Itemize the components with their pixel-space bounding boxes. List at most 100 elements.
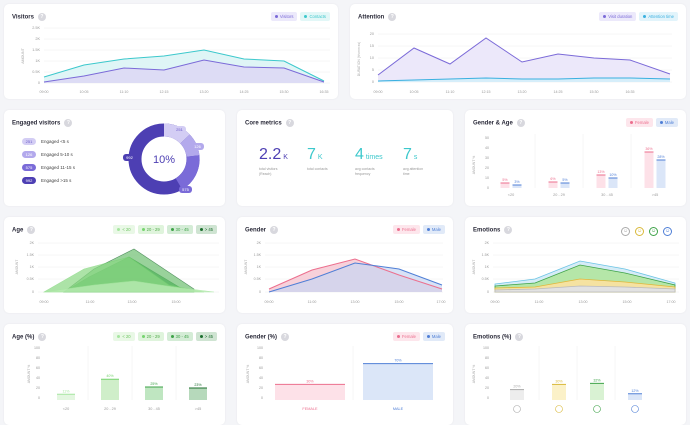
- svg-text:60: 60: [485, 366, 489, 370]
- svg-text:15:00: 15:00: [395, 300, 404, 304]
- legend-female[interactable]: Female: [392, 332, 420, 341]
- duration-area: [378, 38, 670, 82]
- svg-text:1K: 1K: [485, 265, 490, 269]
- age-under-20-area: [43, 280, 215, 293]
- legend-attention-time[interactable]: Attention time: [639, 12, 678, 21]
- bar-label: 12%: [631, 389, 639, 393]
- female-line: [268, 258, 443, 290]
- svg-text:>45: >45: [195, 407, 201, 411]
- svg-text:40: 40: [485, 146, 489, 150]
- svg-text:09:00: 09:00: [374, 90, 383, 94]
- legend-visit-duration[interactable]: Visit duration: [599, 12, 637, 21]
- legend-female[interactable]: Female: [625, 118, 653, 127]
- svg-text:0.5K: 0.5K: [27, 277, 35, 281]
- legend-age-under-20[interactable]: < 20: [113, 332, 135, 341]
- svg-text:13:00: 13:00: [579, 300, 588, 304]
- legend-age-30-45[interactable]: 30 - 45: [166, 225, 193, 234]
- x-ticks: 09:00 10:05 11:10 12:15 13:20 14:25 15:30 16:35: [40, 90, 329, 94]
- svg-text:15: 15: [370, 44, 374, 48]
- core-title: Core metrics?: [245, 119, 294, 127]
- legend-age-over-45[interactable]: > 45: [195, 332, 217, 341]
- age-pct-bar: [57, 394, 75, 400]
- svg-text:60: 60: [259, 366, 263, 370]
- legend-visitors[interactable]: Visitors: [270, 12, 298, 21]
- bar-label: 3%: [514, 180, 520, 184]
- legend-male[interactable]: Male: [422, 332, 445, 341]
- svg-text:60: 60: [36, 366, 40, 370]
- svg-text:1K: 1K: [35, 59, 40, 63]
- svg-text:0: 0: [261, 396, 263, 400]
- help-icon[interactable]: ?: [515, 333, 524, 341]
- help-icon[interactable]: ?: [270, 226, 279, 234]
- surprised-face-icon[interactable]: ☺: [649, 227, 658, 236]
- legend-age-over-45[interactable]: > 45: [195, 225, 217, 234]
- svg-text:30 - 45: 30 - 45: [148, 407, 160, 411]
- happy-face-icon[interactable]: ☺: [635, 227, 644, 236]
- attention-card: Attention? Visit duration Attention time…: [350, 4, 686, 99]
- svg-text:AMOUNT: AMOUNT: [244, 260, 248, 275]
- svg-text:MALE: MALE: [393, 407, 404, 411]
- emotions-chart: 2K 1.5K 1K 0.5K 0 AMOUNT 09:00 11:00 13:00 15:0…: [472, 241, 679, 304]
- gender-chart: 2K 1.5K 1K 0.5K 0 AMOUNT 09:00 11:00 13:00 15:0…: [244, 241, 446, 304]
- svg-text:20: 20: [36, 386, 40, 390]
- sad-face-icon[interactable]: ☺: [663, 227, 672, 236]
- svg-text:20 - 29: 20 - 29: [104, 407, 116, 411]
- svg-text:16:35: 16:35: [320, 90, 329, 94]
- help-icon[interactable]: ?: [27, 226, 36, 234]
- attention-title: Attention?: [358, 13, 397, 21]
- svg-text:17:00: 17:00: [667, 300, 676, 304]
- help-icon[interactable]: ?: [38, 333, 47, 341]
- svg-text:80: 80: [485, 356, 489, 360]
- bar-label: 25%: [150, 382, 158, 386]
- svg-text:09:00: 09:00: [40, 300, 49, 304]
- legend-age-20-29[interactable]: 20 - 29: [137, 225, 164, 234]
- emotions-pct-card: Emotions (%)? 100 80 60 40 20 0 AMOUNT % 20% 3…: [465, 324, 686, 425]
- engaged-card: Engaged visitors? 251 Engaged <5 s 126 Eng…: [4, 110, 225, 206]
- help-icon[interactable]: ?: [281, 333, 290, 341]
- svg-text:<20: <20: [63, 407, 69, 411]
- svg-text:13:00: 13:00: [351, 300, 360, 304]
- age-pct-card: Age (%)? < 20 20 - 29 30 - 45 > 45 100 80…: [4, 324, 225, 425]
- bar-label: 28%: [657, 155, 665, 159]
- svg-text:15:00: 15:00: [172, 300, 181, 304]
- legend-male[interactable]: Male: [422, 225, 445, 234]
- svg-text:0: 0: [487, 396, 489, 400]
- gender-pct-title: Gender (%)?: [245, 333, 290, 341]
- svg-text:2K: 2K: [485, 241, 490, 245]
- svg-text:11:10: 11:10: [120, 90, 129, 94]
- bar-label: 5%: [562, 178, 568, 182]
- age-card: Age? < 20 20 - 29 30 - 45 > 45 2K 1.5K 1K 0…: [4, 217, 225, 313]
- age-pct-title: Age (%)?: [12, 333, 47, 341]
- svg-text:20: 20: [485, 166, 489, 170]
- svg-text:AMOUNT %: AMOUNT %: [246, 365, 250, 384]
- legend-age-under-20[interactable]: < 20: [113, 225, 135, 234]
- help-icon[interactable]: ?: [64, 119, 73, 127]
- help-icon[interactable]: ?: [37, 13, 46, 21]
- legend-male[interactable]: Male: [655, 118, 678, 127]
- svg-text:AMOUNT: AMOUNT: [472, 260, 476, 275]
- help-icon[interactable]: ?: [285, 119, 294, 127]
- help-icon[interactable]: ?: [504, 226, 513, 234]
- age-title: Age?: [12, 226, 36, 234]
- legend-female[interactable]: Female: [392, 225, 420, 234]
- male-bar: [656, 160, 666, 188]
- svg-text:0: 0: [259, 290, 261, 294]
- legend-contacts[interactable]: Contacts: [300, 12, 330, 21]
- svg-text:1.5K: 1.5K: [32, 48, 40, 52]
- engaged-percent: 10%: [153, 154, 175, 166]
- svg-text:13:20: 13:20: [200, 90, 209, 94]
- help-icon[interactable]: ?: [388, 13, 397, 21]
- surprised-face-icon: [593, 405, 601, 413]
- neutral-face-icon[interactable]: ☺: [621, 227, 630, 236]
- svg-text:14:25: 14:25: [240, 90, 249, 94]
- svg-text:1.5K: 1.5K: [482, 253, 490, 257]
- help-icon[interactable]: ?: [516, 119, 525, 127]
- bar-label: 10%: [609, 173, 617, 177]
- list-item: 251 Engaged <5 s: [22, 138, 75, 145]
- svg-text:575: 575: [182, 187, 189, 192]
- legend-age-30-45[interactable]: 30 - 45: [166, 332, 193, 341]
- bar-label: 5%: [502, 178, 508, 182]
- female-bar: [500, 183, 510, 188]
- legend-age-20-29[interactable]: 20 - 29: [137, 332, 164, 341]
- svg-text:11:10: 11:10: [446, 90, 455, 94]
